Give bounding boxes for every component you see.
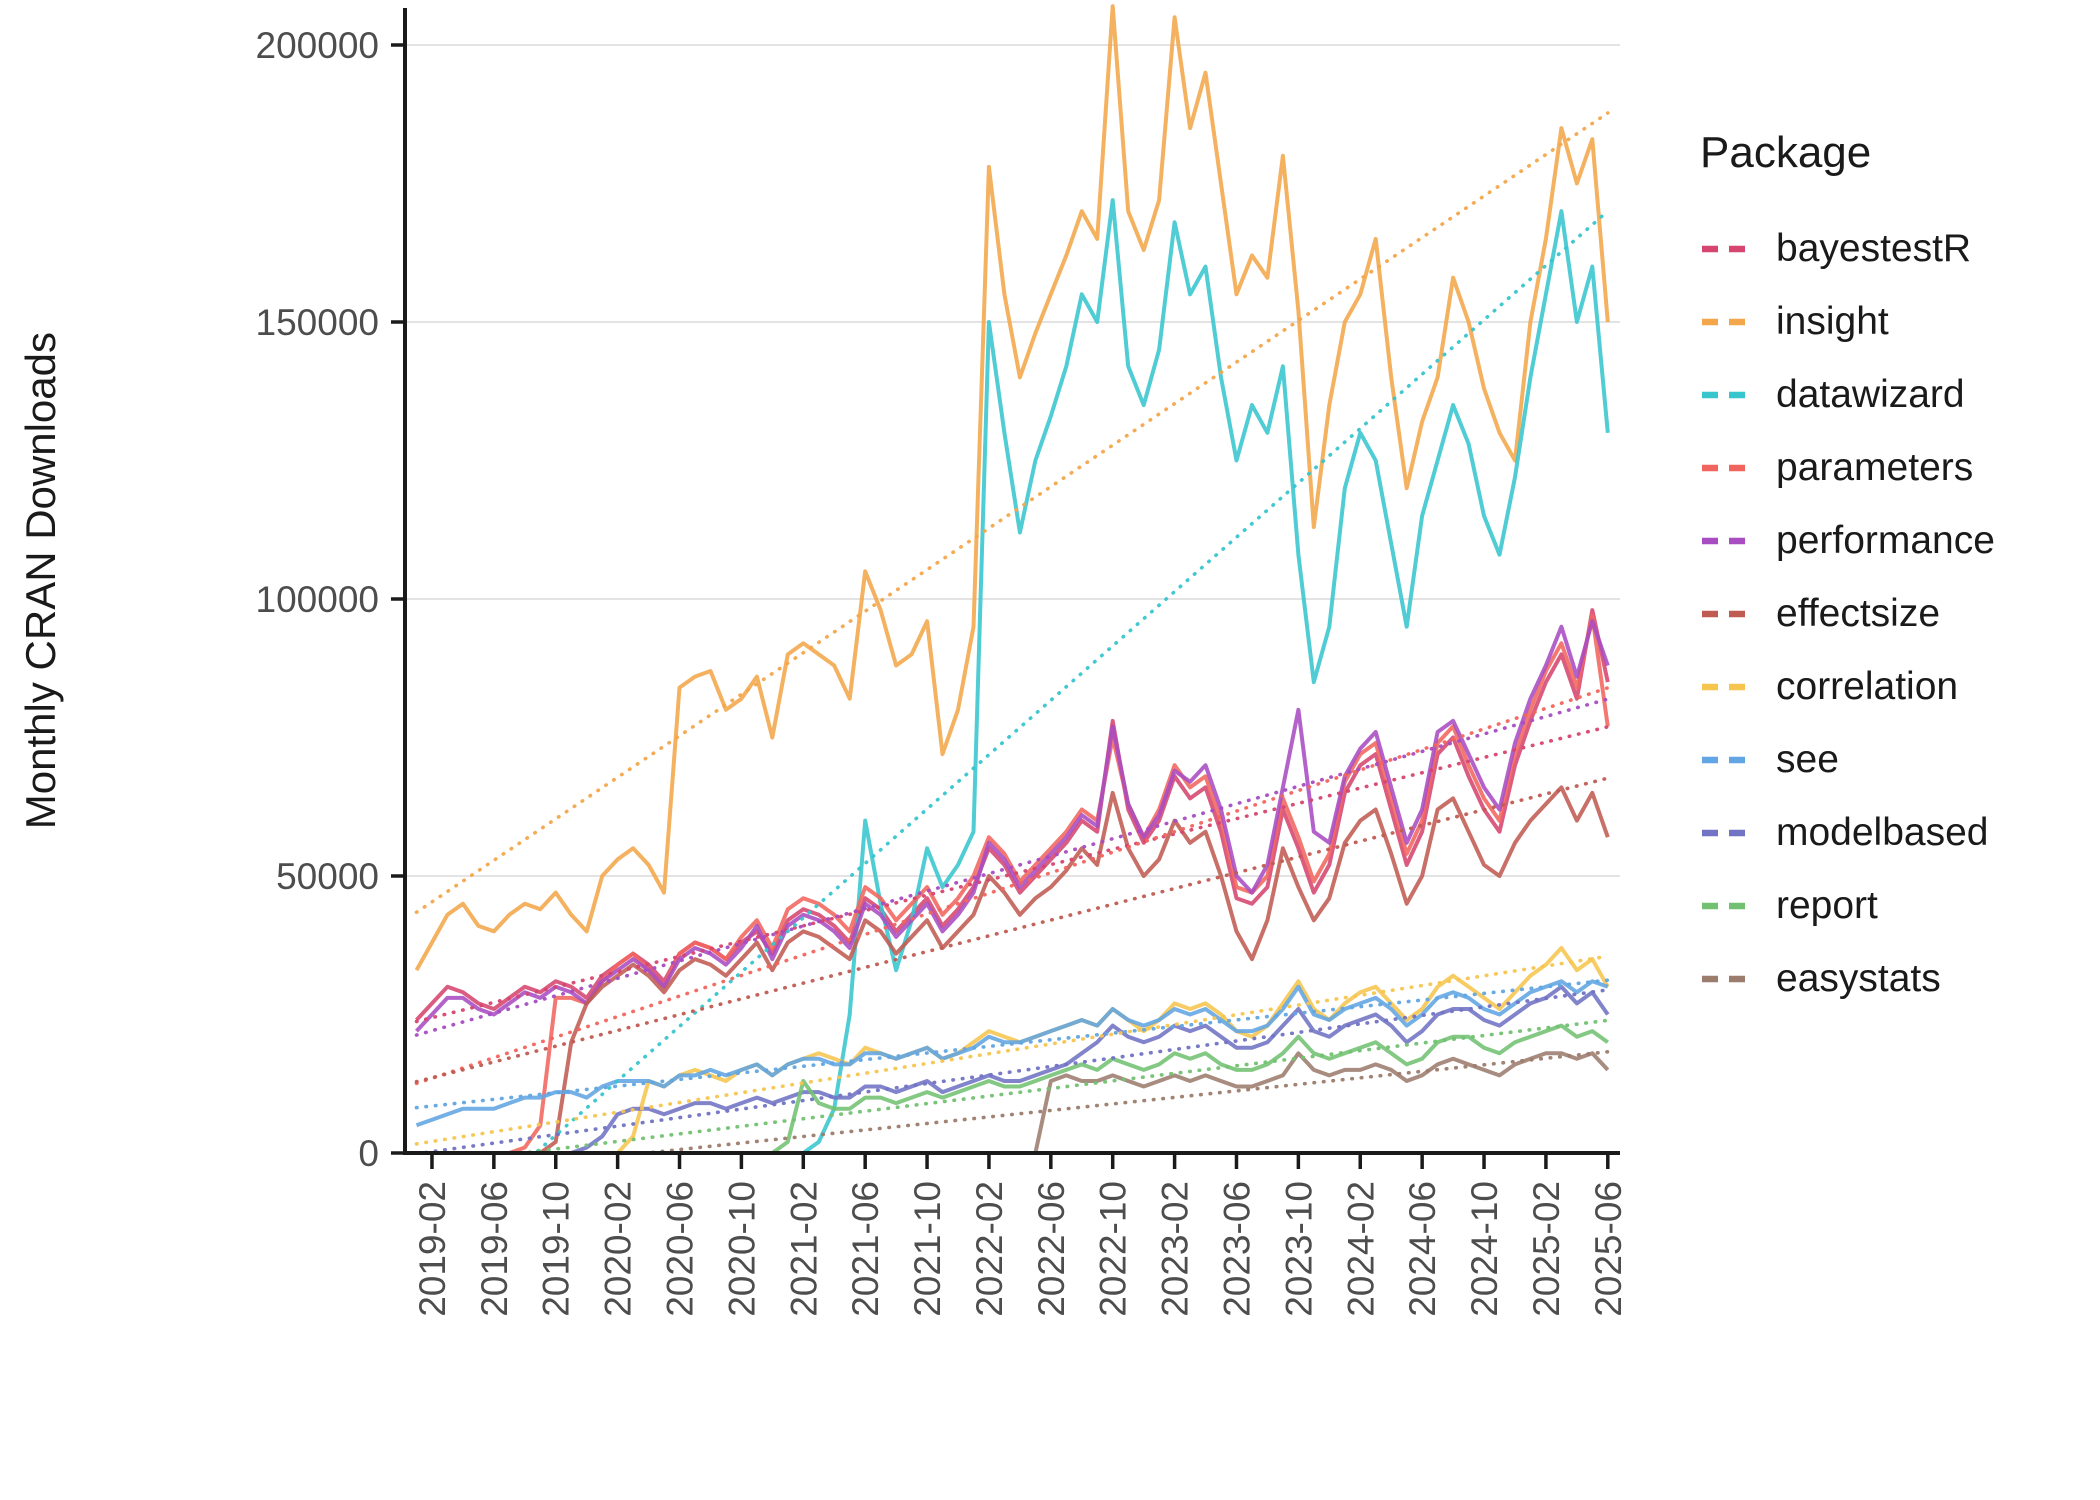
x-tick-label: 2020-02 — [598, 1181, 639, 1317]
x-tick-label: 2025-06 — [1588, 1181, 1629, 1317]
legend-key-dashed-line — [1702, 975, 1754, 982]
x-tick-label: 2022-10 — [1093, 1181, 1134, 1317]
x-tick-label: 2022-06 — [1031, 1181, 1072, 1317]
x-tick-label: 2019-06 — [474, 1181, 515, 1317]
legend-label: bayestestR — [1776, 226, 1972, 270]
legend-key-dashed-line — [1702, 902, 1754, 909]
trend-datawizard — [532, 209, 1610, 1153]
legend-item-datawizard: datawizard — [1700, 358, 1995, 431]
legend-item-modelbased: modelbased — [1700, 796, 1995, 869]
legend-item-bayestestR: bayestestR — [1700, 212, 1995, 285]
trend-lines — [414, 111, 1610, 1153]
line-modelbased — [416, 984, 1610, 1153]
legend-item-easystats: easystats — [1700, 942, 1995, 1015]
legend-item-performance: performance — [1700, 504, 1995, 577]
line-effectsize — [416, 785, 1610, 1153]
legend-label: effectsize — [1776, 591, 1941, 635]
line-insight — [414, 4, 1610, 972]
line-correlation — [416, 946, 1610, 1153]
legend-key-dashed-line — [1702, 245, 1754, 252]
legend-label: parameters — [1776, 445, 1974, 489]
x-tick-label: 2023-06 — [1216, 1181, 1257, 1317]
legend-item-parameters: parameters — [1700, 431, 1995, 504]
trend-modelbased — [414, 988, 1610, 1153]
legend-label: see — [1776, 737, 1839, 781]
x-tick-label: 2024-02 — [1340, 1181, 1381, 1317]
legend-items: bayestestR insight datawizard parameters per… — [1700, 212, 1995, 1015]
x-tick-label: 2022-02 — [969, 1181, 1010, 1317]
line-performance — [415, 619, 1610, 1033]
legend-key-dashed-line — [1702, 756, 1754, 763]
legend-item-report: report — [1700, 869, 1995, 942]
line-bayestestR — [415, 608, 1610, 1022]
legend-label: insight — [1776, 299, 1889, 343]
legend: Package bayestestR insight datawizard param… — [1700, 128, 1995, 1015]
x-tick-label: 2023-02 — [1155, 1181, 1196, 1317]
legend-label: correlation — [1776, 664, 1959, 708]
legend-key-dashed-line — [1702, 829, 1754, 836]
line-datawizard — [416, 198, 1610, 1153]
legend-key-dashed-line — [1702, 391, 1754, 398]
legend-label: report — [1776, 883, 1878, 927]
x-tick-label: 2024-10 — [1464, 1181, 1505, 1317]
legend-label: datawizard — [1776, 372, 1965, 416]
y-tick-label: 100000 — [256, 579, 379, 620]
legend-item-see: see — [1700, 723, 1995, 796]
legend-label: performance — [1776, 518, 1995, 562]
series-lines — [414, 4, 1610, 1153]
legend-title: Package — [1700, 128, 1872, 177]
legend-key-dashed-line — [1702, 683, 1754, 690]
legend-key-dashed-line — [1702, 318, 1754, 325]
trend-report — [508, 1018, 1610, 1153]
line-easystats — [416, 1051, 1610, 1153]
legend-label: easystats — [1776, 956, 1941, 1000]
legend-item-insight: insight — [1700, 285, 1995, 358]
y-tick-label: 50000 — [276, 856, 379, 897]
trend-performance — [414, 697, 1610, 1037]
x-tick-label: 2021-06 — [845, 1181, 886, 1317]
legend-key-dashed-line — [1702, 464, 1754, 471]
x-tick-label: 2025-02 — [1526, 1181, 1567, 1317]
x-tick-label: 2020-10 — [721, 1181, 762, 1317]
trend-insight — [414, 111, 1610, 915]
legend-item-correlation: correlation — [1700, 650, 1995, 723]
trend-correlation — [414, 954, 1610, 1146]
x-tick-label: 2021-02 — [783, 1181, 824, 1317]
legend-key-dashed-line — [1702, 537, 1754, 544]
y-tick-label: 0 — [358, 1133, 379, 1174]
trend-parameters — [414, 686, 1610, 1086]
trend-effectsize — [414, 776, 1610, 1084]
line-report — [416, 1023, 1609, 1153]
y-tick-label: 150000 — [256, 302, 379, 343]
legend-key-dashed-line — [1702, 610, 1754, 617]
x-tick-label: 2024-06 — [1402, 1181, 1443, 1317]
axes — [403, 8, 1620, 1155]
legend-item-effectsize: effectsize — [1700, 577, 1995, 650]
x-tick-label: 2023-10 — [1278, 1181, 1319, 1317]
x-tick-label: 2019-02 — [412, 1181, 453, 1317]
legend-label: modelbased — [1776, 810, 1989, 854]
x-tick-label: 2019-10 — [536, 1181, 577, 1317]
x-tick-label: 2021-10 — [907, 1181, 948, 1317]
plot-area: 0 50000 100000 150000 200000 2019-02 2019-06 20… — [256, 4, 1629, 1317]
x-tick-label: 2020-06 — [660, 1181, 701, 1317]
trend-easystats — [629, 1049, 1610, 1153]
y-tick-label: 200000 — [256, 25, 379, 66]
trend-see — [414, 978, 1610, 1110]
